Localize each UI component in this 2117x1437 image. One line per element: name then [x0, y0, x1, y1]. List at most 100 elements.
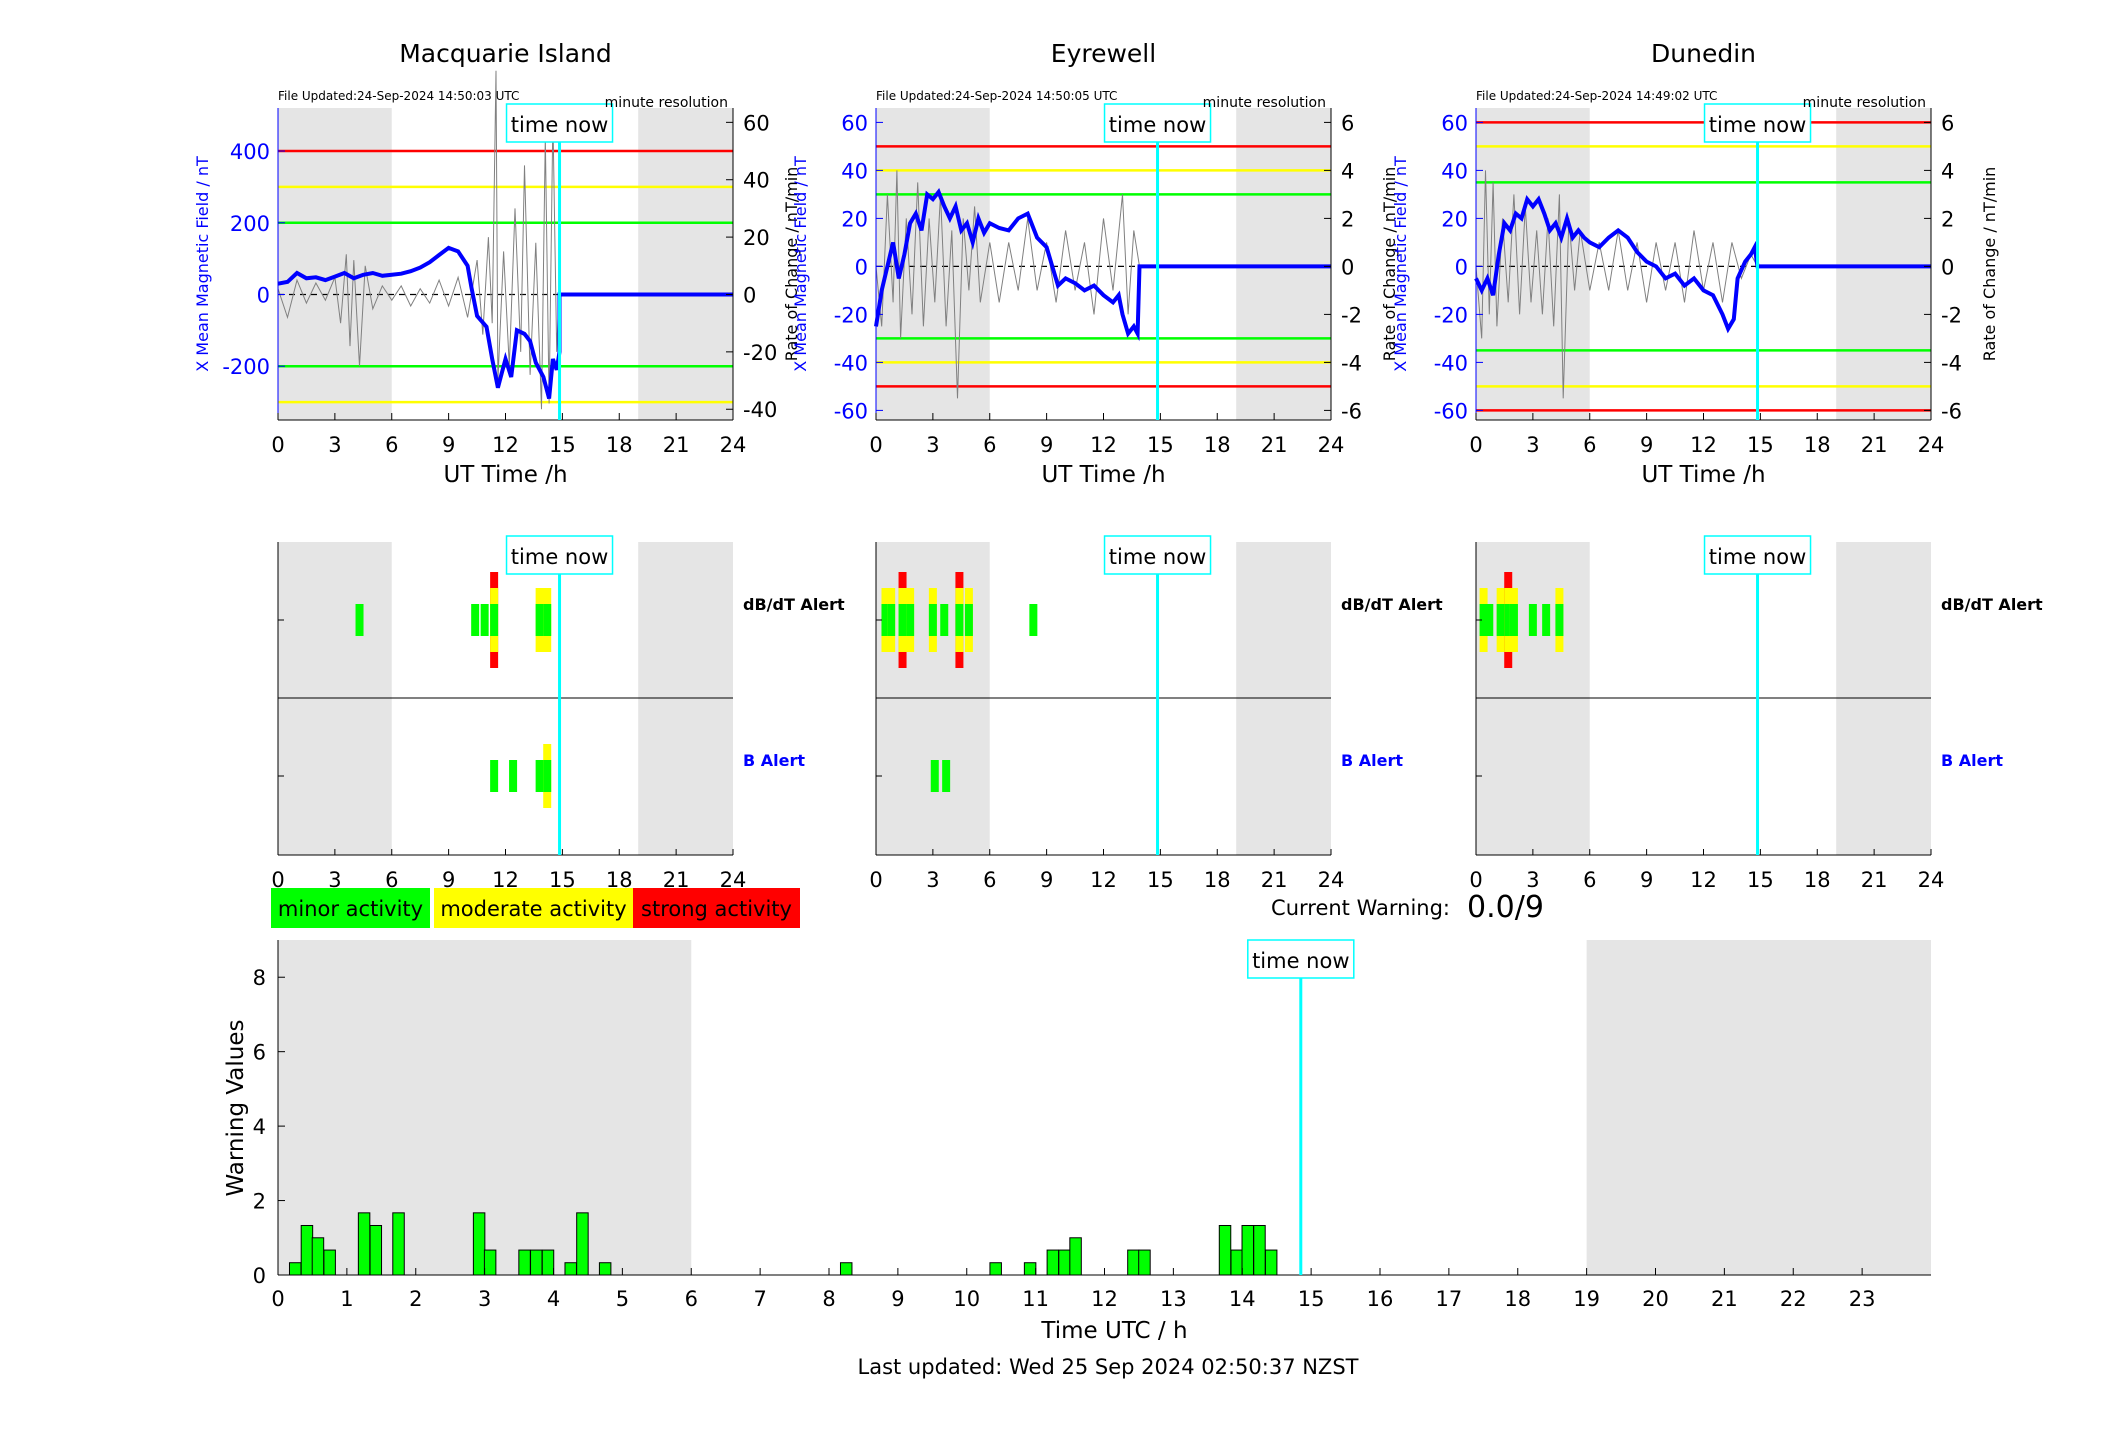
rate-of-change-trace	[1475, 170, 1758, 399]
station-title: Eyrewell	[1051, 39, 1156, 68]
time-now-box	[1103, 535, 1212, 575]
x-tick-label: 15	[1147, 868, 1174, 892]
x-tick-label: 0	[271, 433, 284, 457]
legend-label-moderate: moderate activity	[440, 897, 626, 921]
right-tick-label: 0	[1341, 255, 1354, 279]
right-axis-title: Rate of Change / nT/min	[1980, 167, 1999, 362]
x-tick-label: 9	[442, 433, 455, 457]
night-shading	[278, 108, 392, 420]
magnetic-field-trace	[1474, 194, 1931, 334]
time-now-label: time now	[511, 545, 608, 569]
warning-bar	[1046, 1249, 1060, 1276]
dbdt-alert-label: dB/dT Alert	[743, 595, 845, 614]
warning-bar	[323, 1249, 336, 1276]
warning-bar	[369, 1224, 383, 1276]
right-tick-label: 40	[743, 169, 770, 193]
x-tick-label: 12	[1090, 868, 1117, 892]
left-tick-label: 40	[841, 159, 868, 183]
left-tick-label: 60	[1441, 111, 1468, 135]
y-tick-label: 4	[253, 1115, 266, 1139]
warning-bar	[1241, 1224, 1255, 1276]
time-now-box	[505, 535, 614, 575]
dbdt-alert-bar-level-1	[1504, 604, 1513, 636]
x-tick-label: 6	[385, 868, 398, 892]
warning-bar	[483, 1249, 497, 1276]
dbdt-alert-label: dB/dT Alert	[1341, 595, 1443, 614]
b-alert-bar-level-1	[930, 760, 939, 792]
right-tick-label: -20	[743, 341, 777, 365]
warning-bar	[288, 1262, 302, 1276]
x-tick-label: 21	[1261, 433, 1288, 457]
x-tick-label: 12	[1091, 1287, 1118, 1311]
x-tick-label: 15	[549, 433, 576, 457]
x-tick-label: 6	[983, 868, 996, 892]
time-now-box	[1247, 939, 1355, 979]
dbdt-alert-bar-level-1	[1479, 604, 1488, 636]
x-tick-label: 24	[720, 433, 747, 457]
dbdt-alert-bar-level-1	[543, 604, 552, 636]
x-tick-label: 6	[1583, 868, 1596, 892]
activity-legend: minor activity moderate activity strong ac…	[271, 888, 800, 928]
y-tick-label: 6	[253, 1041, 266, 1065]
warning-bar	[564, 1262, 577, 1276]
warning-y-axis-title: Warning Values	[223, 1019, 249, 1196]
x-tick-label: 17	[1436, 1287, 1463, 1311]
dbdt-alert-bar-level-1	[955, 604, 964, 636]
left-tick-label: 0	[1455, 255, 1468, 279]
right-axis-title: Rate of Change / nT/min	[1380, 167, 1399, 362]
x-tick-label: 18	[1804, 868, 1831, 892]
x-tick-label: 23	[1849, 1287, 1876, 1311]
resolution-label: minute resolution	[605, 95, 728, 111]
x-tick-label: 0	[271, 868, 284, 892]
time-now-box	[505, 103, 614, 143]
warning-bar	[311, 1237, 325, 1276]
dbdt-alert-bar-level-1	[940, 604, 949, 636]
x-tick-label: 0	[1469, 433, 1482, 457]
time-now-box	[1703, 535, 1812, 575]
x-tick-label: 12	[1690, 433, 1717, 457]
right-tick-label: 2	[1341, 207, 1354, 231]
warning-bar	[1230, 1249, 1243, 1276]
b-alert-label: B Alert	[1341, 751, 1403, 770]
warning-bar	[989, 1262, 1002, 1276]
x-tick-label: 6	[685, 1287, 698, 1311]
x-tick-label: 22	[1780, 1287, 1807, 1311]
current-warning-label: Current Warning:	[1271, 896, 1450, 920]
legend-label-strong: strong activity	[641, 897, 792, 921]
time-now-label: time now	[1709, 113, 1806, 137]
b-alert-bar-level-1	[535, 760, 544, 792]
alert-panel-2: time now 0 3 6 9 12 15 18 21 24 dB/dT Alert B Alert	[1469, 535, 2043, 892]
last-updated-text: Last updated: Wed 25 Sep 2024 02:50:37 N…	[858, 1355, 1359, 1379]
x-tick-label: 9	[891, 1287, 904, 1311]
x-tick-label: 9	[1040, 433, 1053, 457]
left-tick-label: -200	[222, 355, 270, 379]
x-tick-label: 3	[328, 433, 341, 457]
left-tick-label: 40	[1441, 159, 1468, 183]
dbdt-alert-bar-level-1	[906, 604, 915, 636]
file-updated-text: File Updated:24-Sep-2024 14:50:03 UTC	[278, 89, 519, 103]
x-axis-title: UT Time /h	[1041, 462, 1165, 488]
time-now-label: time now	[1709, 545, 1806, 569]
warning-bar	[300, 1224, 314, 1276]
station-title: Dunedin	[1651, 39, 1756, 68]
warning-bar	[1264, 1249, 1278, 1276]
left-tick-label: 200	[230, 212, 270, 236]
x-tick-label: 3	[1526, 433, 1539, 457]
time-now-box	[1703, 103, 1812, 143]
legend-label-minor: minor activity	[278, 897, 423, 921]
x-tick-label: 9	[1640, 433, 1653, 457]
x-tick-label: 12	[1690, 868, 1717, 892]
dbdt-alert-bar-level-1	[887, 604, 896, 636]
warning-bar	[1218, 1224, 1232, 1276]
dbdt-alert-bar-level-1	[1509, 604, 1518, 636]
warning-bar	[541, 1249, 555, 1276]
right-tick-label: 6	[1341, 111, 1354, 135]
dbdt-alert-bar-level-1	[928, 604, 937, 636]
x-tick-label: 15	[1298, 1287, 1325, 1311]
right-tick-label: 2	[1941, 207, 1954, 231]
night-shading	[876, 108, 990, 420]
x-tick-label: 15	[1747, 433, 1774, 457]
x-tick-label: 5	[616, 1287, 629, 1311]
